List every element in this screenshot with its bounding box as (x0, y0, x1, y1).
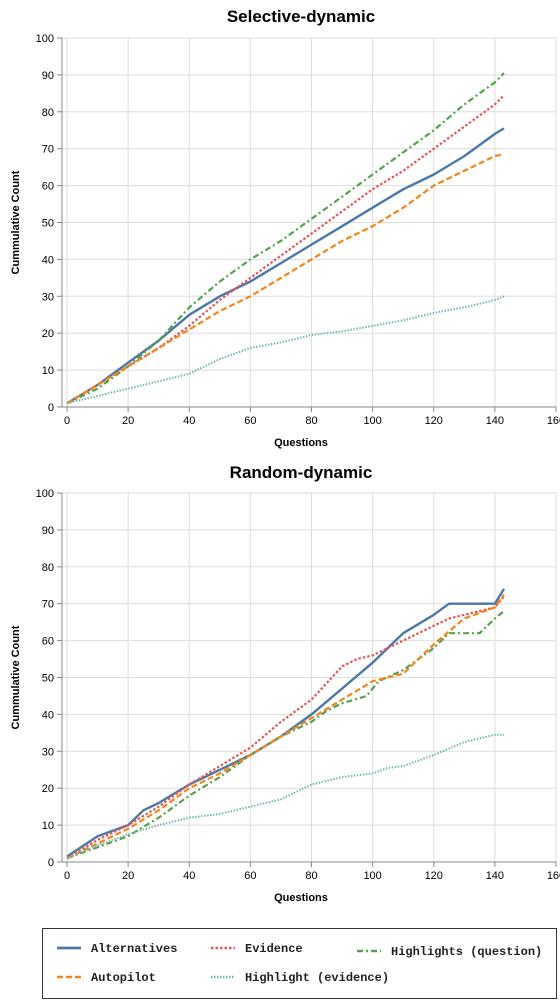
legend-label: Evidence (245, 942, 303, 956)
legend-label: Alternatives (91, 942, 177, 956)
y-tick-label: 50 (42, 218, 54, 230)
x-tick-label: 160 (547, 415, 560, 427)
x-tick-label: 80 (305, 870, 317, 882)
legend-label: Highlights (question) (391, 945, 542, 959)
x-tick-label: 120 (425, 415, 443, 427)
y-tick-label: 70 (42, 144, 54, 156)
random-dynamic-grid (62, 492, 557, 863)
x-axis-title: Questions (274, 437, 328, 449)
series-line-evidence (66, 595, 505, 860)
y-axis-title: Cummulative Count (10, 170, 22, 274)
y-tick-label: 10 (42, 365, 54, 377)
y-tick-label: 100 (36, 488, 54, 500)
series-line-autopilot (66, 153, 505, 405)
x-tick-label: 0 (64, 870, 70, 882)
x-tick-label: 40 (183, 870, 195, 882)
y-tick-label: 90 (42, 525, 54, 537)
x-axis-title: Questions (274, 892, 328, 904)
y-tick-label: 30 (42, 291, 54, 303)
x-tick-label: 80 (305, 415, 317, 427)
series-line-highlights-question (66, 610, 505, 860)
y-axis-title: Cummulative Count (10, 625, 22, 729)
x-tick-label: 20 (122, 870, 134, 882)
x-tick-label: 60 (244, 415, 256, 427)
y-tick-label: 0 (48, 402, 54, 414)
x-tick-label: 120 (425, 870, 443, 882)
legend: Alternatives Evidence Highlights (question… (42, 928, 557, 999)
x-tick-label: 140 (486, 415, 504, 427)
x-tick-label: 20 (122, 415, 134, 427)
y-tick-label: 20 (42, 783, 54, 795)
legend-label: Highlight (evidence) (245, 971, 389, 985)
x-tick-label: 100 (363, 415, 381, 427)
y-tick-label: 10 (42, 820, 54, 832)
y-tick-label: 60 (42, 636, 54, 648)
y-tick-label: 30 (42, 746, 54, 758)
selective-dynamic-chart: 0 20 40 60 80 100 120 140 160 0 10 20 30 40 50 60 70 80 90… (10, 7, 560, 449)
y-tick-label: 100 (36, 33, 54, 45)
y-tick-label: 40 (42, 709, 54, 721)
x-tick-label: 160 (547, 870, 560, 882)
legend-box (42, 928, 557, 999)
x-tick-label: 0 (64, 415, 70, 427)
y-tick-label: 70 (42, 599, 54, 611)
y-tick-label: 60 (42, 181, 54, 193)
legend-label: Autopilot (91, 971, 156, 985)
y-tick-label: 80 (42, 562, 54, 574)
y-tick-label: 40 (42, 254, 54, 266)
x-tick-label: 60 (244, 870, 256, 882)
y-tick-label: 50 (42, 673, 54, 685)
series-line-alternatives (66, 127, 505, 405)
legend-item-evidence: Evidence (211, 942, 303, 956)
selective-dynamic-grid (62, 37, 557, 408)
chart-title: Selective-dynamic (227, 7, 375, 26)
random-dynamic-chart: 0 20 40 60 80 100 120 140 160 0 10 20 30 40 50 60 70 80 90… (10, 463, 560, 904)
series-line-autopilot (66, 593, 505, 860)
series-line-highlights-question (66, 72, 505, 405)
series-line-highlight-evidence (66, 295, 505, 405)
x-tick-label: 100 (363, 870, 381, 882)
y-tick-label: 0 (48, 857, 54, 869)
legend-item-highlights-question: Highlights (question) (357, 945, 542, 959)
legend-item-alternatives: Alternatives (57, 942, 177, 956)
series-line-highlight-evidence (66, 733, 504, 860)
legend-item-autopilot: Autopilot (57, 971, 156, 985)
x-tick-label: 140 (486, 870, 504, 882)
series-line-alternatives (66, 588, 506, 858)
legend-item-highlight-evidence: Highlight (evidence) (211, 971, 389, 985)
series-line-evidence (66, 94, 505, 405)
x-tick-label: 40 (183, 415, 195, 427)
y-tick-label: 80 (42, 107, 54, 119)
y-tick-label: 90 (42, 70, 54, 82)
y-tick-label: 20 (42, 328, 54, 340)
chart-title: Random-dynamic (230, 463, 373, 482)
